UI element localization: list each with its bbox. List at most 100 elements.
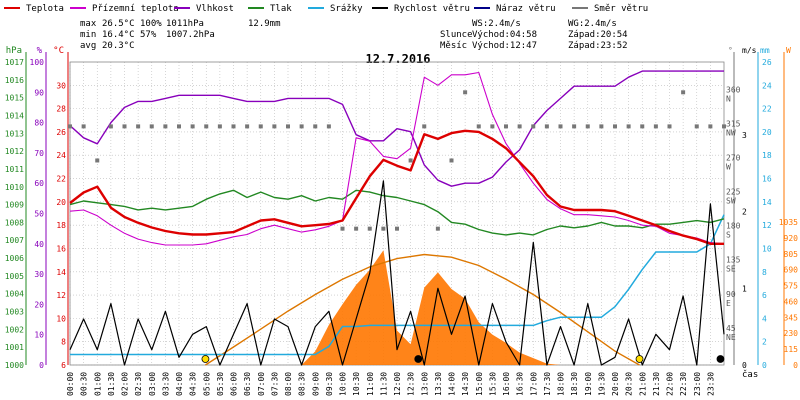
direction-tick-value: 135 — [726, 256, 741, 265]
rain-tick: 20 — [762, 128, 772, 137]
stat-wg: WG:2.4m/s — [568, 19, 617, 29]
legend-item: Přízemní teplota — [70, 4, 179, 14]
wind-direction-point — [245, 124, 250, 129]
legend-label: Srážky — [330, 4, 363, 14]
x-tick-label: 07:30 — [270, 372, 279, 396]
tlak-line — [69, 189, 725, 236]
solar-radiation-area — [70, 250, 724, 365]
direction-tick-dir: E — [726, 299, 731, 308]
temperature-tick: 8 — [61, 338, 66, 347]
humidity-axis-label: % — [37, 46, 43, 56]
solar-axis-label: W — [786, 46, 791, 55]
x-tick-label: 03:30 — [161, 372, 170, 396]
wind-direction-point — [544, 124, 549, 129]
direction-tick-value: 225 — [726, 188, 741, 197]
pressure-tick: 1011 — [5, 165, 24, 174]
x-tick-label: 00:00 — [66, 372, 75, 396]
x-tick-label: 05:30 — [216, 372, 225, 396]
wind-direction-point — [585, 124, 590, 129]
pressure-tick: 1003 — [5, 308, 24, 317]
wind-direction-point — [449, 158, 454, 163]
temperature-tick: 18 — [56, 221, 66, 230]
direction-tick-dir: N — [726, 94, 731, 103]
wind-direction-point — [313, 124, 318, 129]
pressure-tick: 1016 — [5, 76, 24, 85]
stat-moonrise: Východ:12:47 — [472, 41, 537, 51]
solar-tick: 345 — [784, 313, 799, 322]
stat-max-label: max — [80, 19, 97, 29]
x-tick-label: 19:30 — [597, 372, 606, 396]
stat-avg-label: avg — [80, 41, 96, 51]
x-tick-label: 11:30 — [379, 372, 388, 396]
wind-direction-point — [531, 124, 536, 129]
x-tick-label: 14:30 — [461, 372, 470, 396]
wind-direction-point — [640, 124, 645, 129]
legend-item: Srážky — [308, 4, 363, 14]
wind-direction-point — [558, 124, 563, 129]
direction-tick-value: 45 — [726, 324, 736, 333]
x-tick-label: 00:30 — [80, 372, 89, 396]
humidity-tick: 40 — [34, 240, 44, 249]
x-tick-label: 23:00 — [693, 372, 702, 396]
stat-rain-total: 12.9mm — [248, 19, 281, 29]
wind-direction-point — [422, 124, 427, 129]
x-axis-label: čas — [742, 369, 758, 380]
wind-direction-point — [367, 226, 372, 231]
solar-tick: 230 — [784, 329, 799, 338]
solar-tick: 460 — [784, 297, 799, 306]
x-tick-label: 21:30 — [652, 372, 661, 396]
stats-block: max 26.5°C 100% 1011hPa 12.9mm min 16.4°… — [80, 19, 628, 51]
stat-min-temp: 16.4°C — [102, 30, 135, 40]
wind-direction-point — [177, 124, 181, 129]
wind-direction-point — [599, 124, 604, 129]
x-tick-label: 01:30 — [107, 372, 116, 396]
stat-min-hum: 57% — [140, 30, 157, 40]
p-zemn-teplota-line — [69, 71, 725, 246]
pressure-tick: 1008 — [5, 218, 24, 227]
wind-direction-point — [231, 124, 236, 129]
x-axis: 00:00 00:30 01:00 01:30 02:00 02:30 03:00 03:30… — [66, 372, 715, 396]
sunset-marker — [635, 355, 644, 363]
direction-tick-value: 315 — [726, 119, 741, 128]
rain-tick: 26 — [762, 58, 772, 67]
x-tick-label: 09:00 — [311, 372, 320, 396]
stat-ws: WS:2.4m/s — [472, 19, 521, 29]
temperature-tick: 22 — [56, 175, 66, 184]
humidity-tick: 60 — [34, 179, 44, 188]
direction-tick-dir: NW — [726, 128, 736, 137]
pressure-tick: 1001 — [5, 343, 24, 352]
humidity-tick: 70 — [34, 149, 44, 158]
legend-item: Teplota — [4, 4, 64, 14]
legend-label: Rychlost větru — [394, 4, 470, 14]
x-tick-label: 08:00 — [284, 372, 293, 396]
direction-tick-value: 360 — [726, 85, 741, 94]
humidity-tick: 90 — [34, 88, 44, 97]
teplota-line — [69, 129, 724, 245]
x-tick-label: 14:00 — [448, 372, 457, 396]
humidity-tick: 20 — [34, 300, 44, 309]
x-tick-label: 10:00 — [339, 372, 348, 396]
x-tick-label: 10:30 — [352, 372, 361, 396]
wind-direction-point — [163, 124, 168, 129]
x-tick-label: 03:00 — [148, 372, 157, 396]
temperature-tick: 28 — [56, 105, 66, 114]
wind-direction-point — [504, 124, 508, 129]
x-tick-label: 06:00 — [230, 372, 239, 396]
sun-path-line — [205, 253, 640, 366]
x-tick-label: 02:30 — [134, 372, 143, 396]
wind-direction-point — [68, 124, 72, 129]
wind-direction-point — [490, 124, 495, 129]
x-tick-label: 11:00 — [366, 372, 375, 396]
wind-direction-point — [217, 124, 222, 129]
chart-title: 12.7.2016 — [365, 52, 430, 66]
rain-axis-label: mm — [760, 46, 770, 55]
x-tick-label: 20:30 — [625, 372, 634, 396]
wind-direction-point — [517, 124, 522, 129]
temperature-tick: 16 — [56, 244, 66, 253]
wind-direction-point — [395, 226, 399, 231]
legend-label: Vlhkost — [196, 4, 234, 14]
temperature-tick: 10 — [56, 314, 66, 323]
x-tick-label: 22:00 — [666, 372, 675, 396]
solar-tick: 690 — [784, 266, 799, 275]
solar-tick: 575 — [784, 282, 799, 291]
